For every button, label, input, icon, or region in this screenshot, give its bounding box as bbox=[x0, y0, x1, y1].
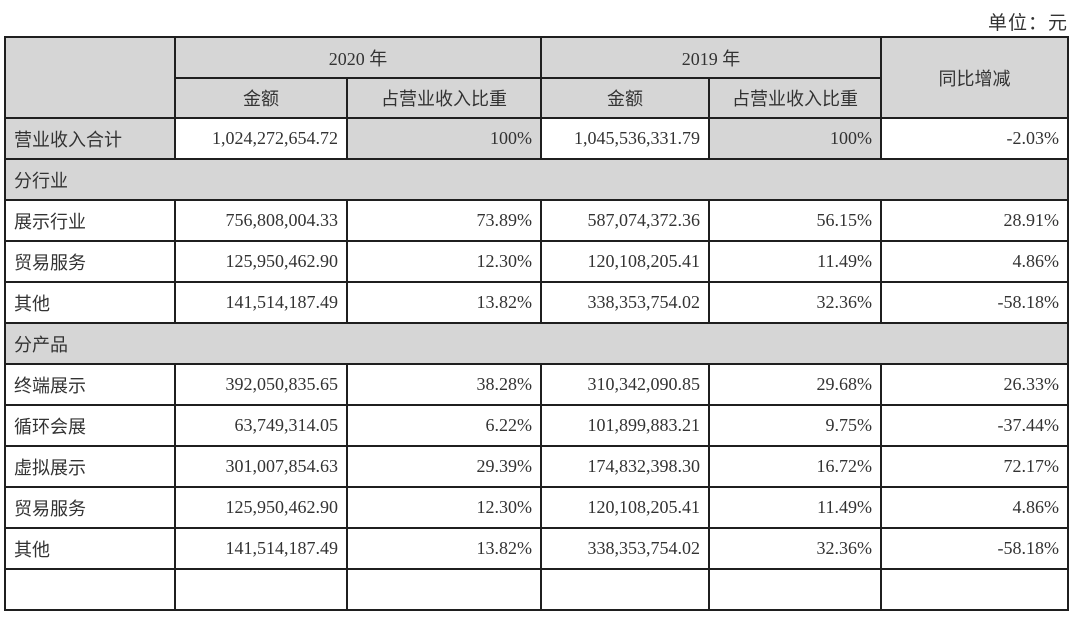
header-blank-cell bbox=[4, 36, 176, 119]
yoy-change: 72.17% bbox=[880, 445, 1069, 488]
amount-2019: 101,899,883.21 bbox=[540, 404, 710, 447]
clipped-cell bbox=[346, 568, 542, 611]
row-label: 其他 bbox=[4, 527, 176, 570]
ratio-2020: 73.89% bbox=[346, 199, 542, 242]
yoy-change: -58.18% bbox=[880, 281, 1069, 324]
amount-2020: 392,050,835.65 bbox=[174, 363, 348, 406]
table-row: 循环会展 63,749,314.05 6.22% 101,899,883.21 … bbox=[4, 404, 1069, 447]
section-title-by-product: 分产品 bbox=[4, 322, 1069, 365]
amount-2019: 310,342,090.85 bbox=[540, 363, 710, 406]
ratio-2019: 29.68% bbox=[708, 363, 882, 406]
amount-2020: 63,749,314.05 bbox=[174, 404, 348, 447]
row-total-revenue: 营业收入合计 1,024,272,654.72 100% 1,045,536,3… bbox=[4, 117, 1069, 160]
amount-2020: 756,808,004.33 bbox=[174, 199, 348, 242]
ratio-2020: 38.28% bbox=[346, 363, 542, 406]
table-row: 展示行业 756,808,004.33 73.89% 587,074,372.3… bbox=[4, 199, 1069, 242]
clipped-cell bbox=[540, 568, 710, 611]
total-amount-2020: 1,024,272,654.72 bbox=[174, 117, 348, 160]
unit-label: 单位：元 bbox=[987, 13, 1068, 34]
yoy-change: -58.18% bbox=[880, 527, 1069, 570]
total-revenue-label: 营业收入合计 bbox=[4, 117, 176, 160]
total-ratio-2020: 100% bbox=[346, 117, 542, 160]
header-row-years: 2020 年 2019 年 同比增减 bbox=[4, 36, 1069, 119]
section-row-by-industry: 分行业 bbox=[4, 158, 1069, 201]
ratio-2020: 13.82% bbox=[346, 281, 542, 324]
row-label: 其他 bbox=[4, 281, 176, 324]
amount-2019: 338,353,754.02 bbox=[540, 281, 710, 324]
row-label: 贸易服务 bbox=[4, 240, 176, 283]
ratio-2020: 13.82% bbox=[346, 527, 542, 570]
amount-2020: 141,514,187.49 bbox=[174, 527, 348, 570]
row-label: 终端展示 bbox=[4, 363, 176, 406]
row-label: 贸易服务 bbox=[4, 486, 176, 529]
yoy-change: 4.86% bbox=[880, 240, 1069, 283]
amount-2020: 301,007,854.63 bbox=[174, 445, 348, 488]
yoy-change: 26.33% bbox=[880, 363, 1069, 406]
ratio-2019: 56.15% bbox=[708, 199, 882, 242]
ratio-2019: 9.75% bbox=[708, 404, 882, 447]
section-title-by-industry: 分行业 bbox=[4, 158, 1069, 201]
revenue-breakdown-table: 2020 年 2019 年 同比增减 金额 占营业收入比重 金额 占营业收入比重… bbox=[4, 36, 1069, 611]
ratio-2020: 12.30% bbox=[346, 486, 542, 529]
clipped-cell bbox=[880, 568, 1069, 611]
row-label: 虚拟展示 bbox=[4, 445, 176, 488]
clipped-cell bbox=[4, 568, 176, 611]
amount-2020: 125,950,462.90 bbox=[174, 486, 348, 529]
ratio-2019: 11.49% bbox=[708, 240, 882, 283]
ratio-2019: 11.49% bbox=[708, 486, 882, 529]
table-row: 终端展示 392,050,835.65 38.28% 310,342,090.8… bbox=[4, 363, 1069, 406]
clipped-cell bbox=[174, 568, 348, 611]
header-amount-2020: 金额 bbox=[174, 77, 348, 119]
yoy-change: 28.91% bbox=[880, 199, 1069, 242]
total-amount-2019: 1,045,536,331.79 bbox=[540, 117, 710, 160]
ratio-2020: 12.30% bbox=[346, 240, 542, 283]
total-ratio-2019: 100% bbox=[708, 117, 882, 160]
table-row: 其他 141,514,187.49 13.82% 338,353,754.02 … bbox=[4, 527, 1069, 570]
table-row: 其他 141,514,187.49 13.82% 338,353,754.02 … bbox=[4, 281, 1069, 324]
amount-2019: 120,108,205.41 bbox=[540, 486, 710, 529]
amount-2020: 141,514,187.49 bbox=[174, 281, 348, 324]
header-row-subcolumns: 金额 占营业收入比重 金额 占营业收入比重 bbox=[5, 77, 1068, 119]
header-year-2019: 2019 年 bbox=[540, 36, 882, 79]
clipped-cell bbox=[708, 568, 882, 611]
ratio-2020: 29.39% bbox=[346, 445, 542, 488]
amount-2019: 174,832,398.30 bbox=[540, 445, 710, 488]
header-ratio-2020: 占营业收入比重 bbox=[346, 77, 542, 119]
amount-2019: 120,108,205.41 bbox=[540, 240, 710, 283]
ratio-2019: 32.36% bbox=[708, 281, 882, 324]
amount-2020: 125,950,462.90 bbox=[174, 240, 348, 283]
table-row: 贸易服务 125,950,462.90 12.30% 120,108,205.4… bbox=[4, 486, 1069, 529]
yoy-change: 4.86% bbox=[880, 486, 1069, 529]
row-label: 循环会展 bbox=[4, 404, 176, 447]
table-row: 虚拟展示 301,007,854.63 29.39% 174,832,398.3… bbox=[4, 445, 1069, 488]
clipped-partial-row bbox=[4, 568, 1069, 611]
ratio-2020: 6.22% bbox=[346, 404, 542, 447]
header-amount-2019: 金额 bbox=[540, 77, 710, 119]
amount-2019: 338,353,754.02 bbox=[540, 527, 710, 570]
table-row: 贸易服务 125,950,462.90 12.30% 120,108,205.4… bbox=[4, 240, 1069, 283]
row-label: 展示行业 bbox=[4, 199, 176, 242]
yoy-change: -37.44% bbox=[880, 404, 1069, 447]
total-yoy: -2.03% bbox=[880, 117, 1069, 160]
ratio-2019: 16.72% bbox=[708, 445, 882, 488]
amount-2019: 587,074,372.36 bbox=[540, 199, 710, 242]
ratio-2019: 32.36% bbox=[708, 527, 882, 570]
header-yoy-change: 同比增减 bbox=[880, 36, 1069, 119]
header-ratio-2019: 占营业收入比重 bbox=[708, 77, 882, 119]
section-row-by-product: 分产品 bbox=[4, 322, 1069, 365]
header-year-2020: 2020 年 bbox=[174, 36, 542, 79]
